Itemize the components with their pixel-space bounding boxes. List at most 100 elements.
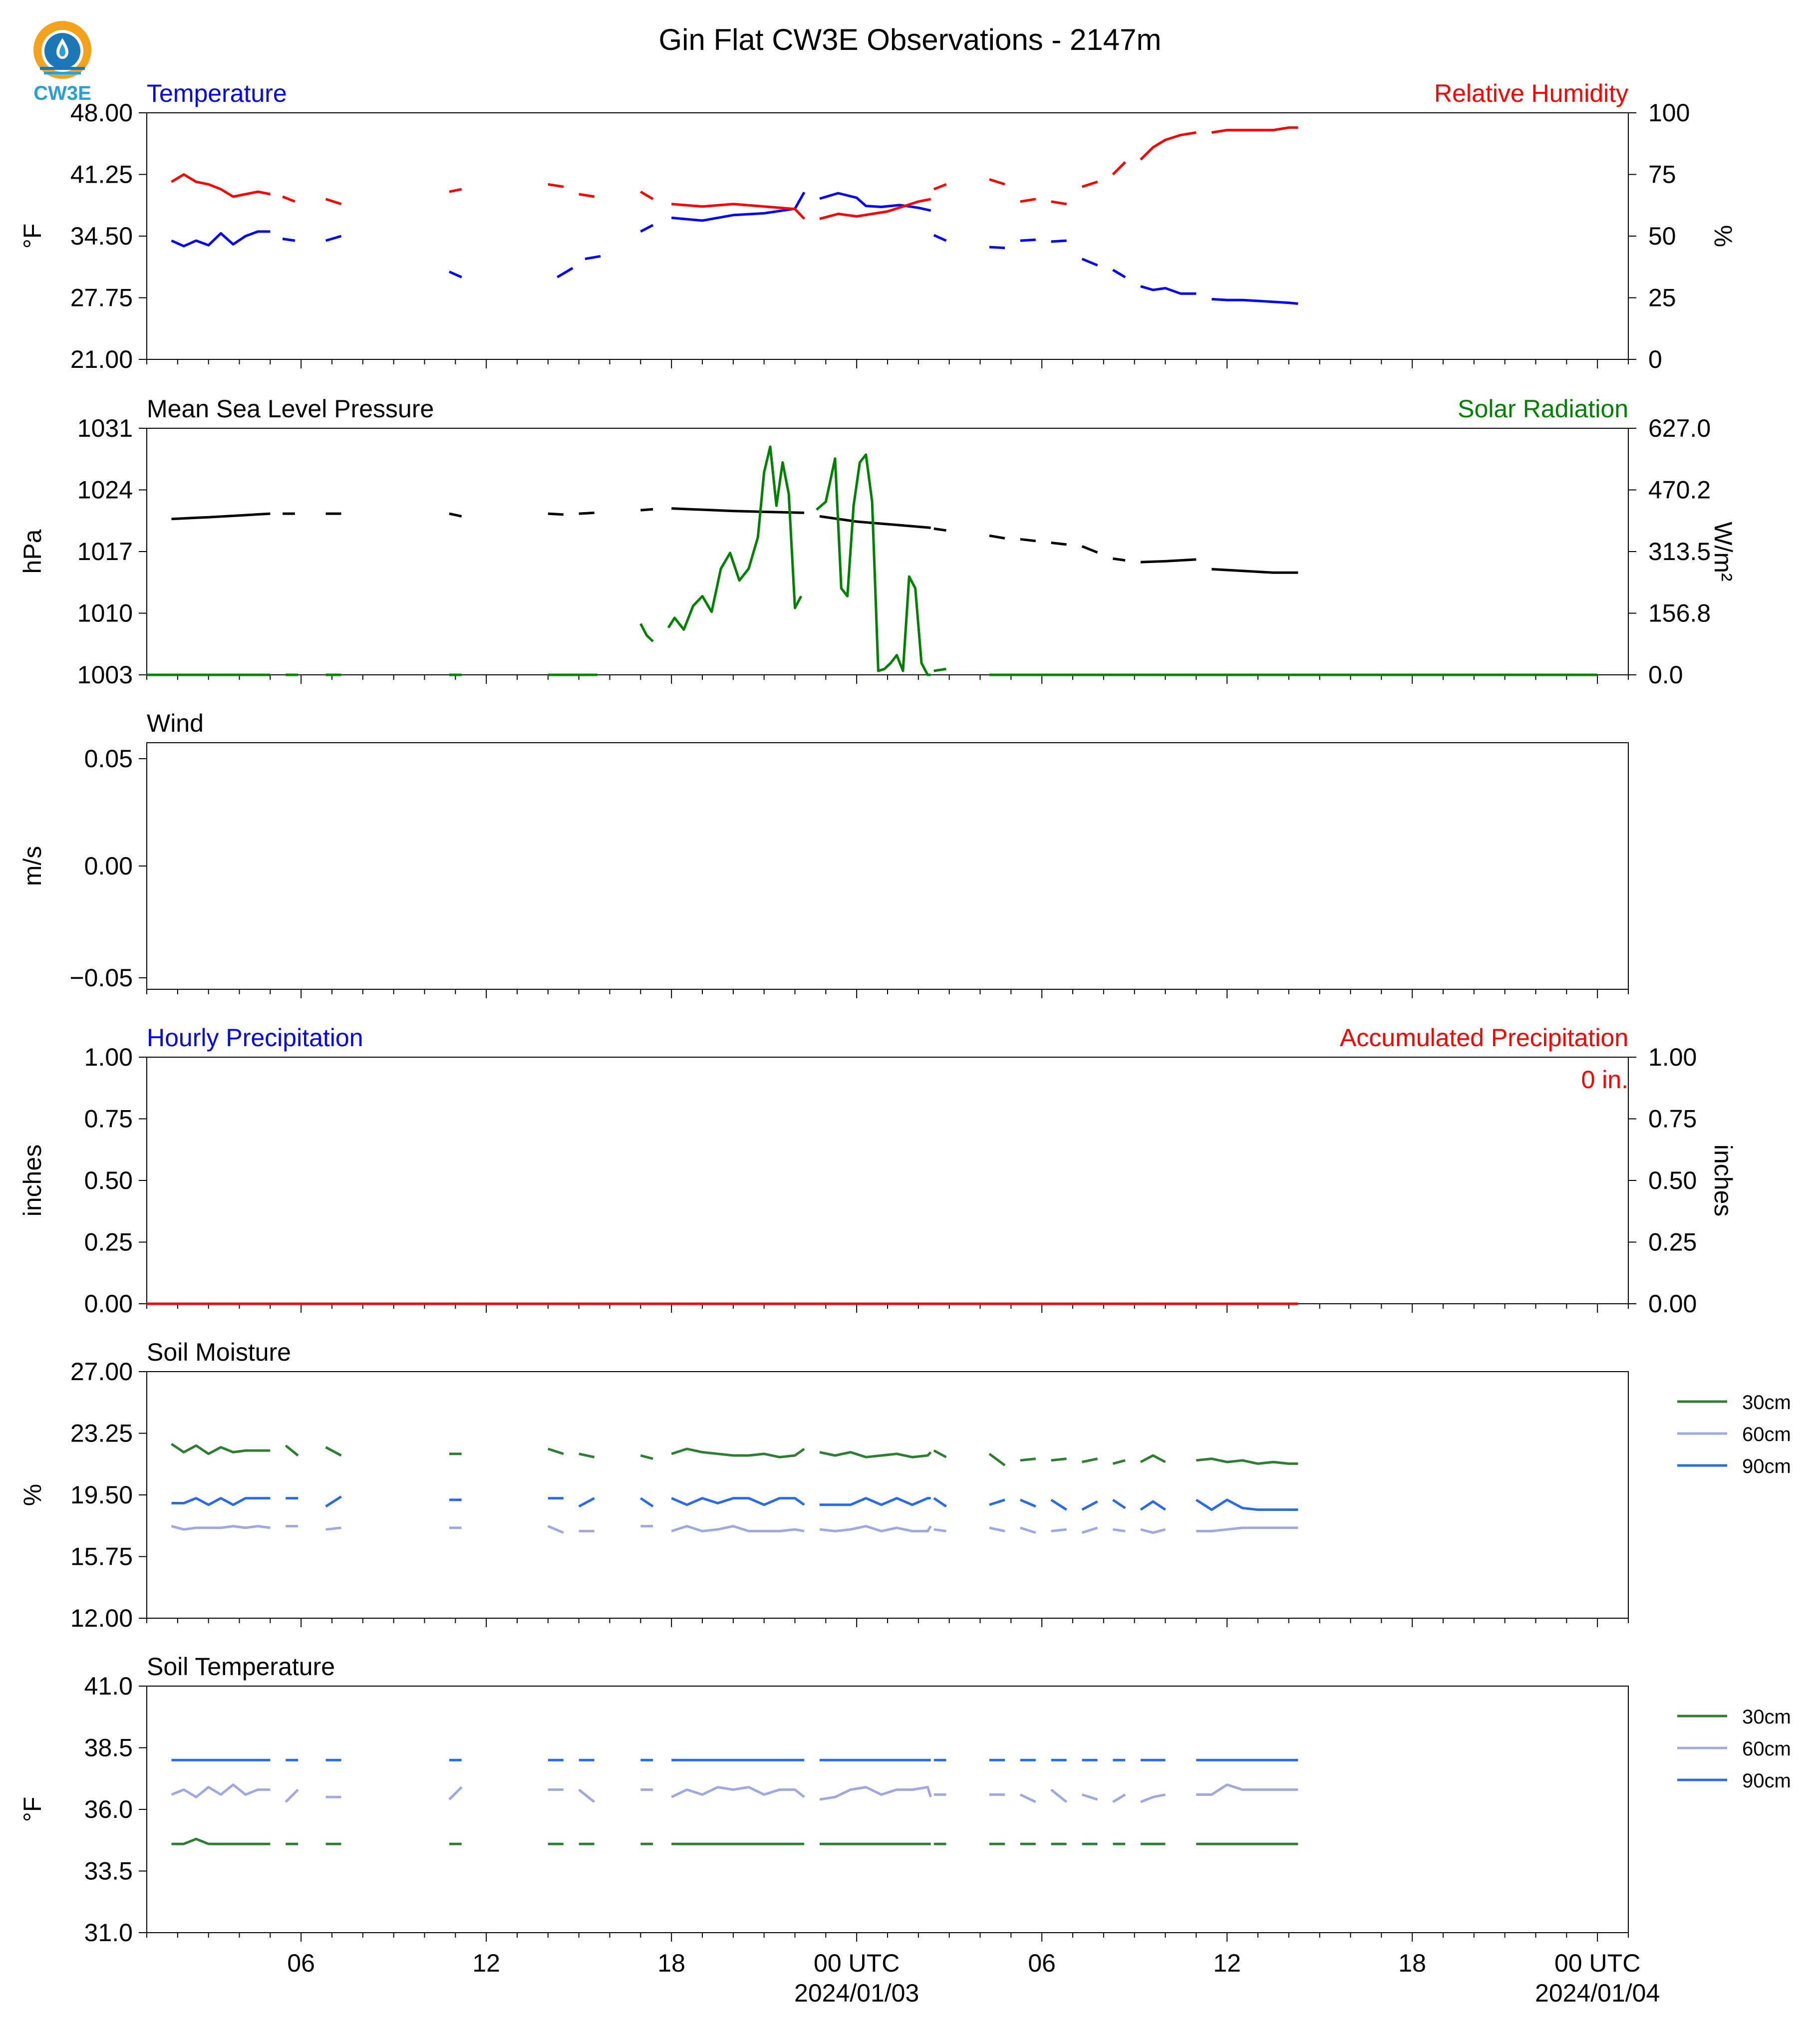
series-60cm xyxy=(448,1786,463,1800)
series-30cm xyxy=(933,1449,947,1458)
accumulated-total-label: 0 in. xyxy=(1581,1066,1628,1094)
series-90cm xyxy=(325,1495,342,1508)
panel-title-right: Relative Humidity xyxy=(1434,79,1628,107)
panel-title-right: Solar Radiation xyxy=(1458,395,1628,423)
series-mean-sea-level-pressure xyxy=(171,512,271,521)
series-mean-sea-level-pressure xyxy=(1020,538,1036,543)
series-60cm xyxy=(819,1525,932,1532)
panel-title-left: Soil Moisture xyxy=(147,1338,291,1366)
legend-label-30cm: 30cm xyxy=(1742,1706,1791,1728)
series-30cm xyxy=(579,1452,595,1458)
y-axis-label: m/s xyxy=(18,846,46,886)
series-60cm xyxy=(1112,1793,1126,1803)
y-tick-label: 1003 xyxy=(77,661,133,689)
y2-tick-label: 156.8 xyxy=(1648,599,1711,627)
y-tick-label: 27.75 xyxy=(70,284,133,312)
y2-axis-label: W/m² xyxy=(1709,522,1737,581)
panel-title-left: Wind xyxy=(147,709,204,737)
series-60cm xyxy=(671,1786,805,1798)
panel-frame xyxy=(146,428,1629,675)
series-90cm xyxy=(989,1498,1005,1506)
y-tick-label: 41.25 xyxy=(70,161,133,189)
y-axis-label: °F xyxy=(18,224,46,249)
y-tick-label: 21.00 xyxy=(70,345,133,373)
x-tick-label: 06 xyxy=(1028,1949,1056,1977)
series-60cm xyxy=(547,1525,564,1534)
series-60cm xyxy=(989,1526,1005,1532)
y-axis-label: hPa xyxy=(18,529,46,574)
y-tick-label: −0.05 xyxy=(69,964,133,992)
series-60cm xyxy=(578,1788,596,1803)
series-relative-humidity xyxy=(1140,131,1197,161)
series-60cm xyxy=(285,1788,299,1803)
series-mean-sea-level-pressure xyxy=(449,512,462,518)
series-60cm xyxy=(1081,1793,1098,1801)
legend-label-60cm: 60cm xyxy=(1742,1738,1791,1760)
series-temperature xyxy=(448,271,462,279)
y2-tick-label: 313.5 xyxy=(1648,538,1711,566)
y-axis-label: °F xyxy=(18,1797,46,1822)
series-90cm xyxy=(1019,1498,1036,1508)
series-relative-humidity xyxy=(671,203,805,220)
panel-frame xyxy=(146,112,1629,360)
series-30cm xyxy=(548,1448,564,1455)
series-mean-sea-level-pressure xyxy=(640,508,653,512)
series-90cm xyxy=(1195,1498,1298,1511)
x-tick-label: 18 xyxy=(657,1949,685,1977)
series-temperature xyxy=(640,224,654,233)
panel-frame xyxy=(146,1686,1629,1933)
series-temperature xyxy=(1112,269,1126,279)
series-temperature xyxy=(1081,258,1098,267)
y-tick-label: 1024 xyxy=(77,476,133,504)
panel-title-left: Hourly Precipitation xyxy=(147,1024,363,1052)
series-temperature xyxy=(325,235,342,242)
series-90cm xyxy=(639,1497,654,1508)
series-relative-humidity xyxy=(548,183,564,188)
x-tick-label: 00 UTC xyxy=(1554,1949,1640,1977)
cw3e-logo-icon: CW3E xyxy=(33,21,91,104)
series-60cm xyxy=(1081,1526,1098,1534)
y2-tick-label: 50 xyxy=(1648,222,1676,250)
series-60cm xyxy=(819,1786,932,1801)
panel-title-left: Soil Temperature xyxy=(147,1653,335,1681)
series-relative-humidity xyxy=(449,188,462,193)
y-tick-label: 15.75 xyxy=(70,1543,133,1571)
series-30cm xyxy=(171,1443,271,1455)
legend-label-90cm: 90cm xyxy=(1742,1770,1791,1792)
panel-soil_moisture: Soil Moisture 27.00 23.25 19.50 15.75 12.00% 3… xyxy=(18,1338,1791,1632)
series-relative-humidity xyxy=(1112,161,1126,176)
panel-soil_temperature: Soil Temperature 41.0 38.5 36.0 33.5 31.0 °F 30… xyxy=(18,1653,1791,1947)
series-30cm xyxy=(988,1452,1006,1466)
series-90cm xyxy=(171,1497,271,1506)
y-tick-label: 1010 xyxy=(77,599,133,627)
y-axis-label: % xyxy=(18,1484,46,1506)
series-60cm xyxy=(1196,1526,1298,1532)
series-60cm xyxy=(1019,1793,1036,1803)
series-relative-humidity xyxy=(1020,198,1036,203)
x-tick-label: 12 xyxy=(1213,1949,1241,1977)
y2-tick-label: 100 xyxy=(1648,99,1690,127)
series-60cm xyxy=(171,1525,271,1531)
series-30cm xyxy=(640,1454,653,1460)
x-tick-label: 00 UTC xyxy=(814,1949,900,1977)
y-tick-label: 33.5 xyxy=(84,1857,133,1885)
x-tick-label: 12 xyxy=(472,1949,500,1977)
series-mean-sea-level-pressure xyxy=(933,527,946,532)
series-relative-humidity xyxy=(989,178,1005,186)
chart-title: Gin Flat CW3E Observations - 2147m xyxy=(658,23,1161,56)
y-tick-label: 48.00 xyxy=(70,99,133,127)
y-tick-label: 19.50 xyxy=(70,1481,133,1509)
series-90cm xyxy=(1081,1500,1098,1511)
series-mean-sea-level-pressure xyxy=(1140,558,1197,564)
series-60cm xyxy=(671,1525,805,1532)
x-tick-label: 06 xyxy=(287,1949,315,1977)
series-30cm xyxy=(671,1448,805,1458)
logo-text: CW3E xyxy=(33,82,91,104)
y2-axis-label: % xyxy=(1709,225,1737,247)
y2-tick-label: 75 xyxy=(1648,161,1676,189)
series-temperature xyxy=(1212,297,1298,305)
y-tick-label: 1017 xyxy=(77,538,133,566)
y2-axis-label: inches xyxy=(1709,1145,1737,1217)
legend-label-90cm: 90cm xyxy=(1742,1455,1791,1477)
